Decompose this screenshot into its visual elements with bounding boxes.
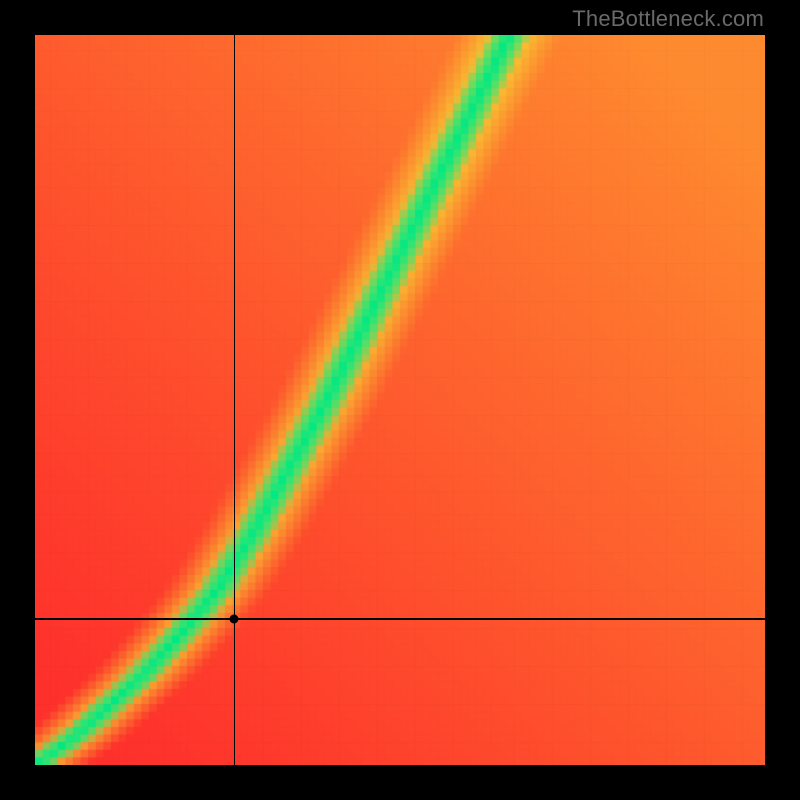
- bottleneck-heatmap: [35, 35, 765, 765]
- crosshair-marker: [230, 615, 239, 624]
- crosshair-vertical: [234, 35, 235, 765]
- crosshair-horizontal: [35, 618, 765, 619]
- watermark-text: TheBottleneck.com: [572, 6, 764, 32]
- chart-container: TheBottleneck.com: [0, 0, 800, 800]
